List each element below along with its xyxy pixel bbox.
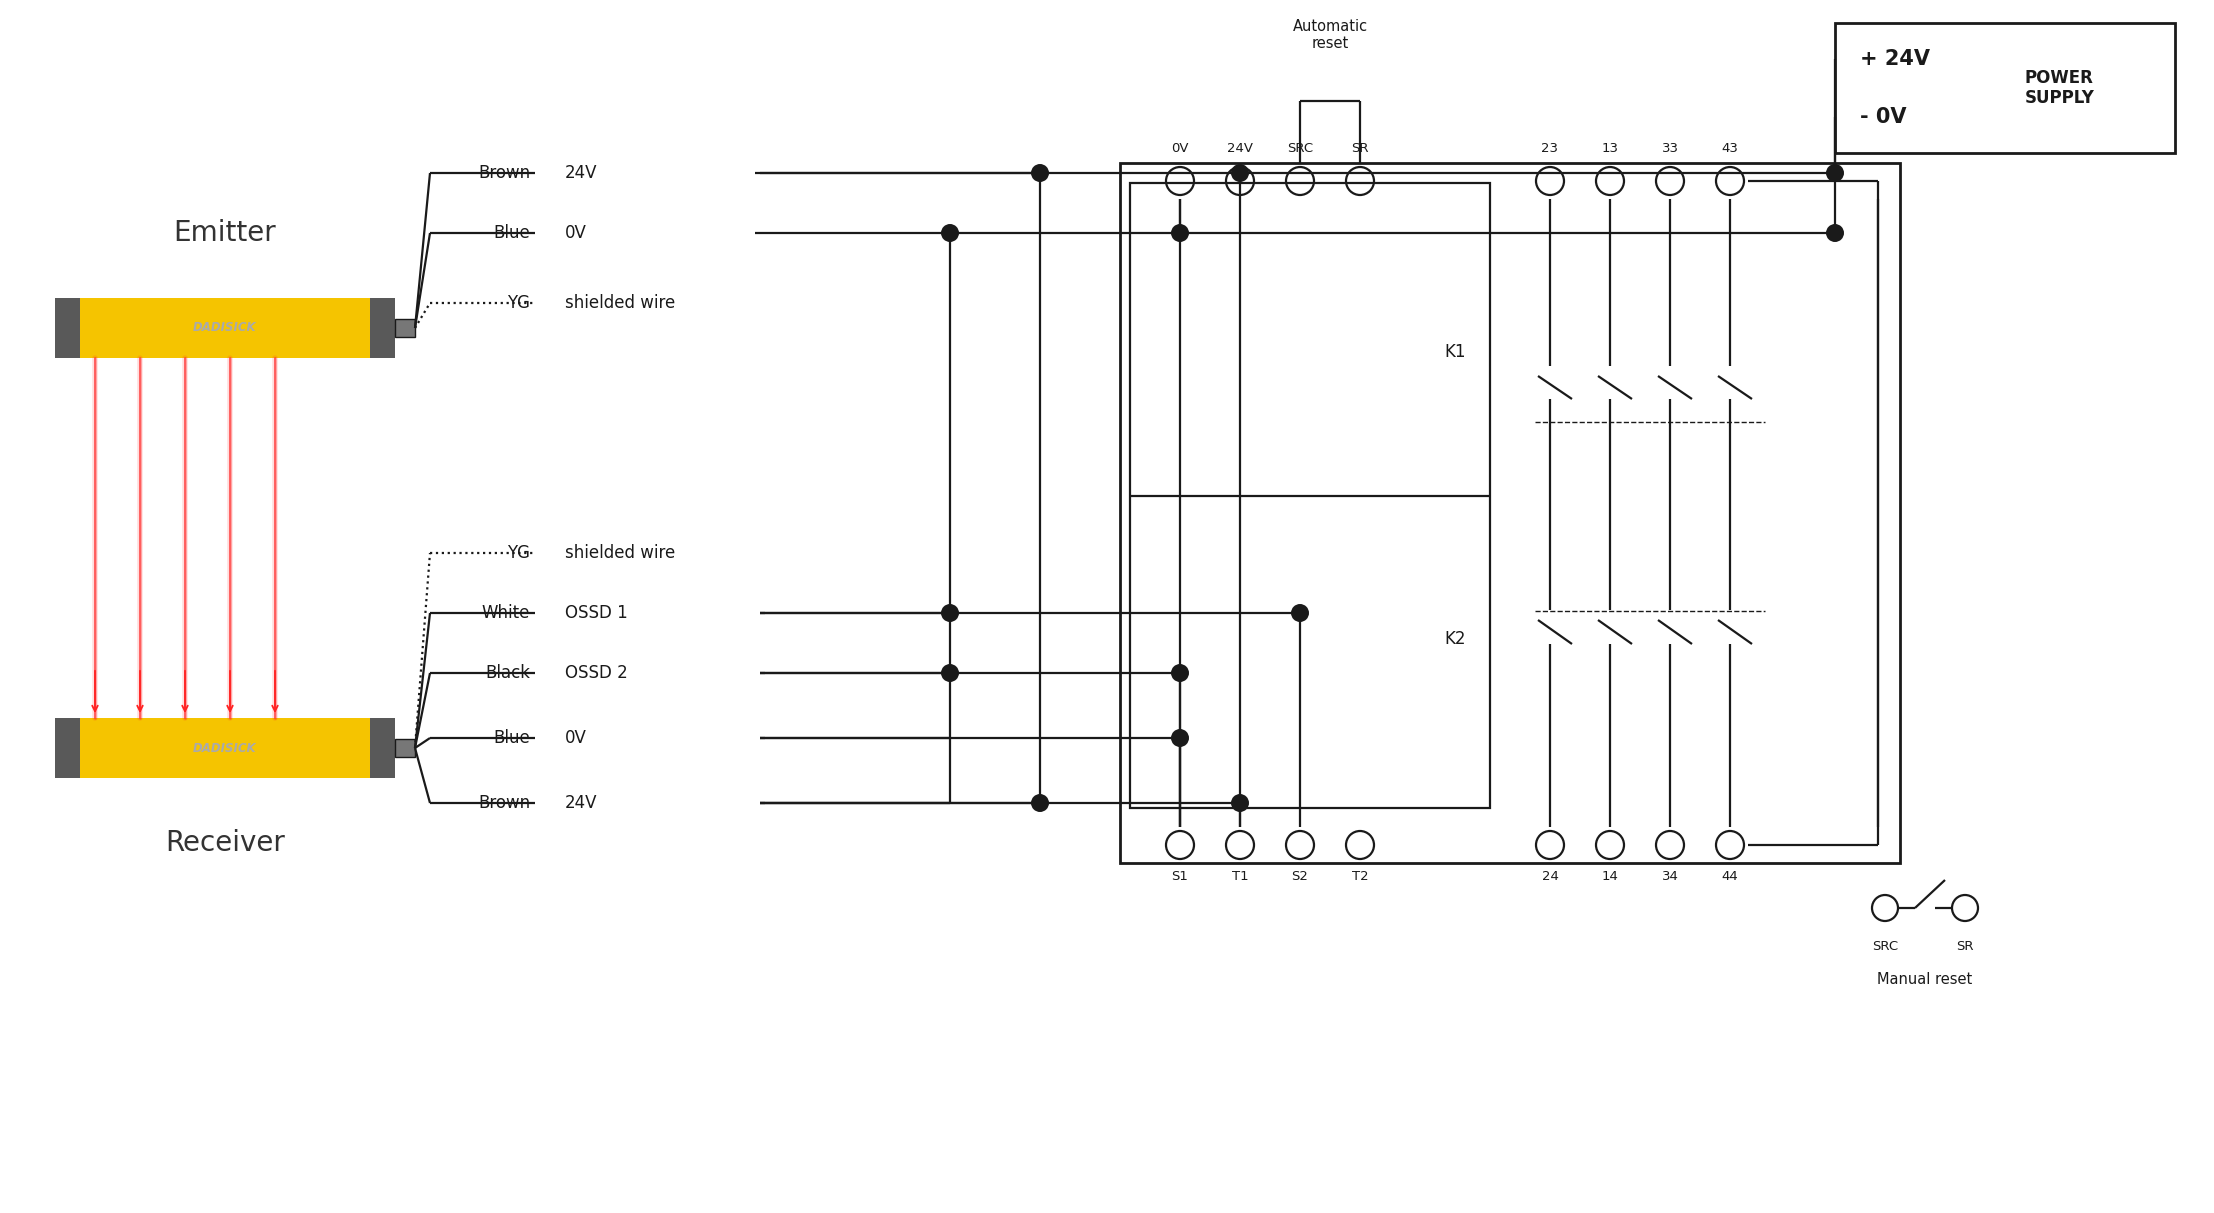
Text: 24: 24	[1541, 871, 1559, 883]
Text: Receiver: Receiver	[166, 828, 286, 858]
Circle shape	[1227, 831, 1253, 859]
Text: 14: 14	[1601, 871, 1618, 883]
Text: Black: Black	[485, 664, 529, 682]
Circle shape	[1171, 729, 1189, 747]
Text: SRC: SRC	[1873, 940, 1897, 952]
Circle shape	[1873, 895, 1897, 921]
Text: K2: K2	[1444, 631, 1466, 648]
Text: T1: T1	[1231, 871, 1249, 883]
Text: SR: SR	[1957, 940, 1973, 952]
Text: - 0V: - 0V	[1860, 107, 1906, 126]
Text: 0V: 0V	[565, 729, 587, 747]
Circle shape	[1716, 167, 1745, 195]
Text: 43: 43	[1722, 142, 1738, 155]
Text: S1: S1	[1171, 871, 1189, 883]
Bar	[1129, 183, 1490, 808]
Text: 0V: 0V	[565, 224, 587, 243]
Circle shape	[1716, 831, 1745, 859]
Text: Blue: Blue	[494, 224, 529, 243]
Text: 13: 13	[1601, 142, 1618, 155]
Circle shape	[1227, 167, 1253, 195]
Circle shape	[941, 664, 959, 682]
Circle shape	[1346, 831, 1375, 859]
Text: 33: 33	[1660, 142, 1678, 155]
Circle shape	[1032, 795, 1049, 811]
Text: SRC: SRC	[1286, 142, 1313, 155]
Bar	[394, 739, 414, 757]
Circle shape	[1596, 167, 1625, 195]
Circle shape	[1231, 164, 1249, 182]
Text: OSSD 2: OSSD 2	[565, 664, 629, 682]
Text: Emitter: Emitter	[173, 220, 277, 247]
Circle shape	[1032, 164, 1049, 182]
Circle shape	[1953, 895, 1977, 921]
Bar	[370, 298, 394, 358]
Circle shape	[1286, 831, 1313, 859]
Circle shape	[1167, 831, 1193, 859]
Text: SR: SR	[1351, 142, 1368, 155]
Text: T2: T2	[1353, 871, 1368, 883]
Circle shape	[1291, 604, 1308, 622]
Circle shape	[1167, 167, 1193, 195]
Circle shape	[1656, 831, 1685, 859]
Text: 24V: 24V	[565, 795, 598, 811]
Text: + 24V: + 24V	[1860, 50, 1931, 69]
Text: White: White	[483, 604, 529, 622]
Bar	[1835, 23, 2174, 153]
Circle shape	[1171, 224, 1189, 243]
Circle shape	[1537, 167, 1563, 195]
Text: K1: K1	[1444, 343, 1466, 360]
Text: S2: S2	[1291, 871, 1308, 883]
Text: YG: YG	[507, 543, 529, 562]
Text: Manual reset: Manual reset	[1877, 973, 1973, 987]
Text: shielded wire: shielded wire	[565, 543, 675, 562]
Text: shielded wire: shielded wire	[565, 294, 675, 312]
Circle shape	[941, 224, 959, 243]
Text: 44: 44	[1722, 871, 1738, 883]
Circle shape	[941, 604, 959, 622]
Circle shape	[1827, 164, 1844, 182]
Bar	[394, 319, 414, 337]
Text: YG: YG	[507, 294, 529, 312]
Text: Blue: Blue	[494, 729, 529, 747]
Circle shape	[1656, 167, 1685, 195]
Text: 0V: 0V	[1171, 142, 1189, 155]
Text: OSSD 1: OSSD 1	[565, 604, 629, 622]
Text: POWER
SUPPLY: POWER SUPPLY	[2026, 69, 2094, 108]
Text: Automatic
reset: Automatic reset	[1293, 18, 1368, 51]
Circle shape	[1537, 831, 1563, 859]
Text: Brown: Brown	[478, 795, 529, 811]
Bar	[1120, 163, 1900, 862]
Text: 23: 23	[1541, 142, 1559, 155]
Bar	[370, 718, 394, 778]
Circle shape	[1286, 167, 1313, 195]
Circle shape	[1346, 167, 1375, 195]
Text: DADISICK: DADISICK	[193, 741, 257, 754]
Circle shape	[1231, 795, 1249, 811]
Text: DADISICK: DADISICK	[193, 321, 257, 335]
Circle shape	[1171, 664, 1189, 682]
Text: 24V: 24V	[565, 164, 598, 182]
Bar	[80, 298, 370, 358]
Text: 34: 34	[1660, 871, 1678, 883]
Circle shape	[1827, 224, 1844, 243]
Circle shape	[1596, 831, 1625, 859]
Text: Brown: Brown	[478, 164, 529, 182]
Bar	[80, 718, 370, 778]
Text: 24V: 24V	[1227, 142, 1253, 155]
Bar	[55, 298, 80, 358]
Bar	[55, 718, 80, 778]
